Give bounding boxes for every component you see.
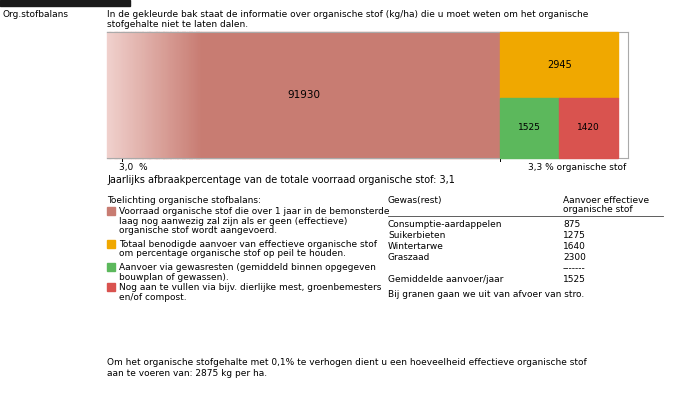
Bar bbox=[110, 32, 112, 158]
Bar bbox=[135, 32, 138, 158]
Text: Suikerbieten: Suikerbieten bbox=[388, 231, 445, 240]
Bar bbox=[196, 32, 199, 158]
Text: 2300: 2300 bbox=[563, 253, 586, 262]
Bar bbox=[107, 263, 115, 271]
Bar bbox=[163, 32, 166, 158]
Text: 91930: 91930 bbox=[287, 90, 320, 100]
Bar bbox=[184, 32, 187, 158]
Text: Jaarlijks afbraakpercentage van de totale voorraad organische stof: 3,1: Jaarlijks afbraakpercentage van de total… bbox=[107, 175, 455, 185]
Text: Bij granen gaan we uit van afvoer van stro.: Bij granen gaan we uit van afvoer van st… bbox=[388, 290, 584, 299]
Text: 1525: 1525 bbox=[563, 275, 586, 284]
Text: laag nog aanwezig zal zijn als er geen (effectieve): laag nog aanwezig zal zijn als er geen (… bbox=[119, 216, 347, 226]
Text: In de gekleurde bak staat de informatie over organische stof (kg/ha) die u moet : In de gekleurde bak staat de informatie … bbox=[107, 10, 588, 19]
Bar bbox=[126, 32, 129, 158]
Bar bbox=[145, 32, 147, 158]
Text: Org.stofbalans: Org.stofbalans bbox=[3, 10, 69, 19]
Text: Gewas(rest): Gewas(rest) bbox=[388, 196, 443, 205]
Bar bbox=[177, 32, 180, 158]
Text: 875: 875 bbox=[563, 220, 580, 229]
Bar bbox=[147, 32, 150, 158]
Text: Toelichting organische stofbalans:: Toelichting organische stofbalans: bbox=[107, 196, 261, 205]
Bar bbox=[159, 32, 162, 158]
Text: 3,0  %: 3,0 % bbox=[119, 163, 148, 172]
Text: Gemiddelde aanvoer/jaar: Gemiddelde aanvoer/jaar bbox=[388, 275, 503, 284]
Bar bbox=[154, 32, 157, 158]
Text: 1420: 1420 bbox=[577, 123, 600, 132]
Bar bbox=[107, 283, 115, 291]
Bar bbox=[191, 32, 195, 158]
Text: Aanvoer effectieve: Aanvoer effectieve bbox=[563, 196, 649, 205]
Text: en/of compost.: en/of compost. bbox=[119, 293, 186, 301]
Text: 3,3 % organische stof: 3,3 % organische stof bbox=[527, 163, 626, 172]
Bar bbox=[107, 240, 115, 248]
Text: Aanvoer via gewasresten (gemiddeld binnen opgegeven: Aanvoer via gewasresten (gemiddeld binne… bbox=[119, 263, 376, 272]
Bar bbox=[171, 32, 173, 158]
Bar bbox=[166, 32, 169, 158]
Bar bbox=[559, 98, 618, 158]
Text: bouwplan of gewassen).: bouwplan of gewassen). bbox=[119, 272, 229, 282]
Bar bbox=[500, 98, 559, 158]
Bar bbox=[156, 32, 159, 158]
Text: 2945: 2945 bbox=[547, 60, 571, 70]
Text: aan te voeren van: 2875 kg per ha.: aan te voeren van: 2875 kg per ha. bbox=[107, 369, 267, 378]
Bar bbox=[199, 32, 201, 158]
Bar bbox=[0, 0, 130, 6]
Text: Om het organische stofgehalte met 0,1% te verhogen dient u een hoeveelheid effec: Om het organische stofgehalte met 0,1% t… bbox=[107, 358, 587, 367]
Bar bbox=[173, 32, 175, 158]
Text: Voorraad organische stof die over 1 jaar in de bemonsterde: Voorraad organische stof die over 1 jaar… bbox=[119, 207, 390, 216]
Text: Totaal benodigde aanvoer van effectieve organische stof: Totaal benodigde aanvoer van effectieve … bbox=[119, 240, 377, 249]
Bar bbox=[112, 32, 114, 158]
Bar bbox=[128, 32, 131, 158]
Bar bbox=[187, 32, 190, 158]
Text: om percentage organische stof op peil te houden.: om percentage organische stof op peil te… bbox=[119, 249, 346, 258]
Bar bbox=[107, 32, 110, 158]
Text: organische stof wordt aangevoerd.: organische stof wordt aangevoerd. bbox=[119, 226, 277, 235]
Bar bbox=[194, 32, 197, 158]
Text: 1275: 1275 bbox=[563, 231, 586, 240]
Bar bbox=[114, 32, 117, 158]
Bar bbox=[179, 32, 182, 158]
Text: 1525: 1525 bbox=[519, 123, 541, 132]
Bar bbox=[138, 32, 140, 158]
Text: stofgehalte niet te laten dalen.: stofgehalte niet te laten dalen. bbox=[107, 20, 248, 29]
Bar bbox=[133, 32, 136, 158]
Text: organische stof: organische stof bbox=[563, 206, 633, 214]
Bar bbox=[116, 32, 119, 158]
Bar bbox=[168, 32, 171, 158]
Text: Graszaad: Graszaad bbox=[388, 253, 430, 262]
Bar bbox=[107, 207, 115, 215]
Bar bbox=[119, 32, 121, 158]
Bar bbox=[201, 32, 500, 158]
Text: 1640: 1640 bbox=[563, 242, 586, 251]
Bar bbox=[130, 32, 134, 158]
Bar bbox=[149, 32, 152, 158]
Bar bbox=[121, 32, 124, 158]
Bar bbox=[140, 32, 142, 158]
Bar bbox=[123, 32, 126, 158]
Bar bbox=[161, 32, 164, 158]
Text: Nog aan te vullen via bijv. dierlijke mest, groenbemesters: Nog aan te vullen via bijv. dierlijke me… bbox=[119, 283, 382, 292]
Bar bbox=[142, 32, 145, 158]
Text: -------: ------- bbox=[563, 264, 586, 273]
Bar bbox=[189, 32, 192, 158]
Bar bbox=[500, 32, 618, 98]
Bar bbox=[175, 32, 178, 158]
Bar bbox=[151, 32, 154, 158]
Text: Wintertarwe: Wintertarwe bbox=[388, 242, 444, 251]
Text: Consumptie-aardappelen: Consumptie-aardappelen bbox=[388, 220, 503, 229]
Bar bbox=[182, 32, 185, 158]
